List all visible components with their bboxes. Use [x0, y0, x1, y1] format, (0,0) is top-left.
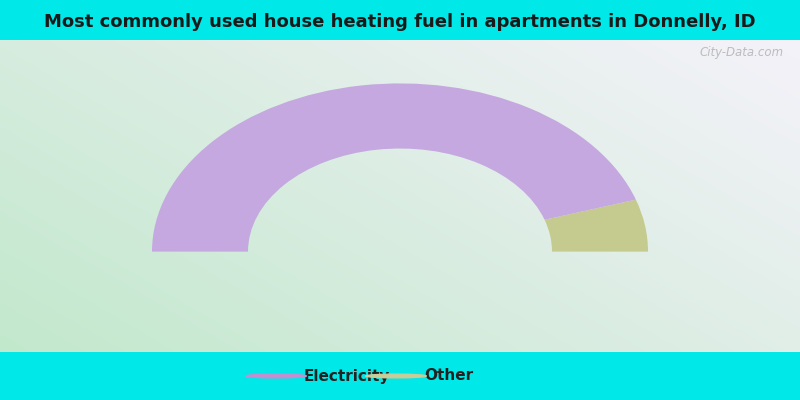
Wedge shape — [545, 200, 648, 252]
Circle shape — [246, 374, 306, 378]
Text: Electricity: Electricity — [304, 368, 390, 384]
Text: Other: Other — [424, 368, 473, 384]
Wedge shape — [152, 84, 636, 252]
Text: Most commonly used house heating fuel in apartments in Donnelly, ID: Most commonly used house heating fuel in… — [44, 13, 756, 31]
Text: City-Data.com: City-Data.com — [700, 46, 784, 59]
Circle shape — [366, 374, 426, 378]
